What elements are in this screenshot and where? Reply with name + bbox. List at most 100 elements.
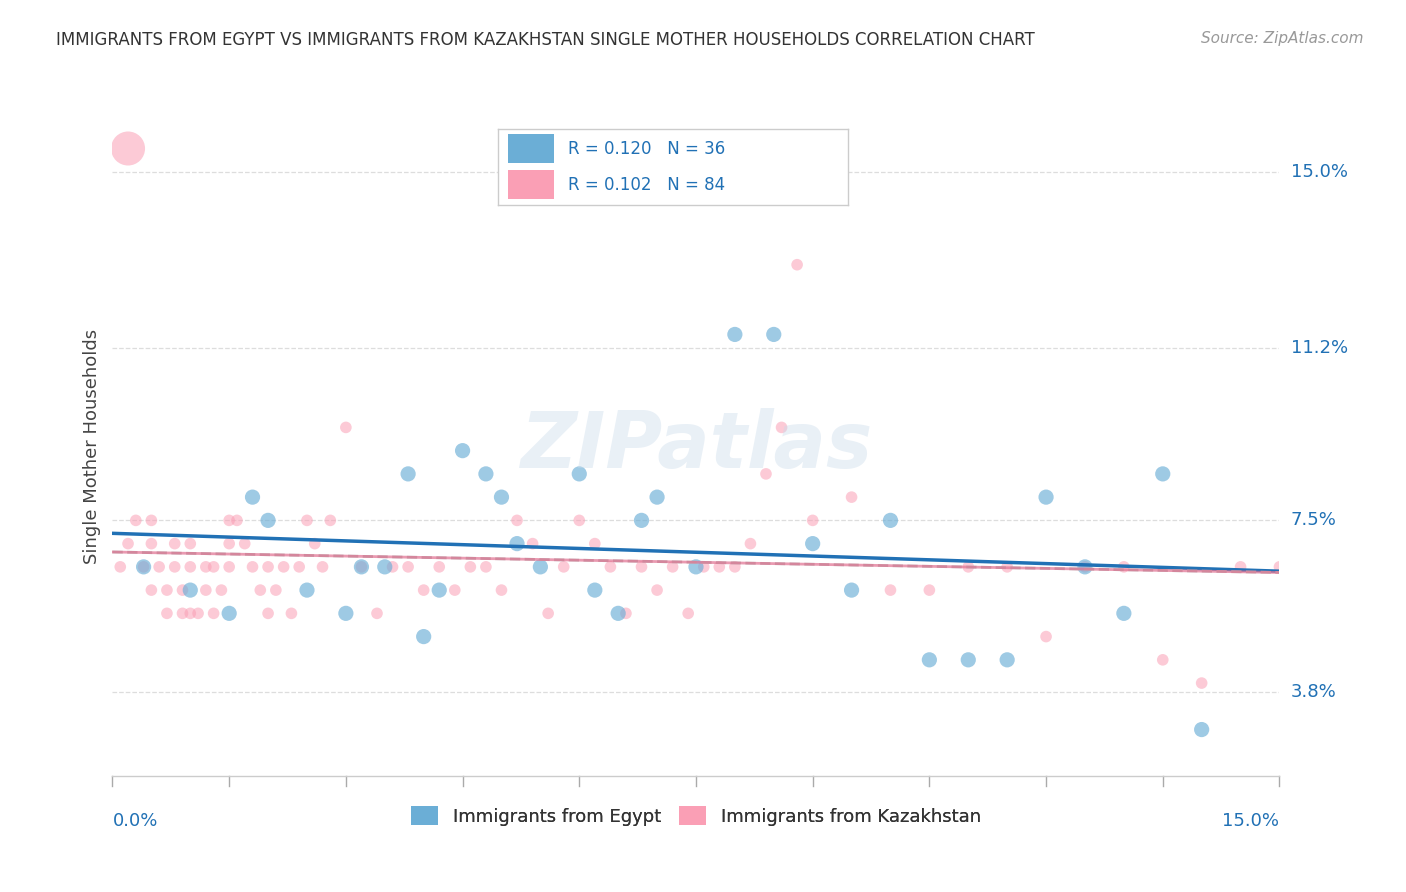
Point: [381, 559, 404, 574]
Point: [427, 583, 450, 598]
Point: [630, 513, 652, 527]
Point: [568, 513, 591, 527]
Point: [957, 559, 980, 574]
Point: [141, 513, 163, 527]
Point: [841, 490, 863, 504]
Point: [280, 607, 302, 621]
Text: 15.0%: 15.0%: [1222, 813, 1279, 830]
Point: [645, 583, 668, 598]
Point: [607, 607, 630, 621]
Point: [1268, 559, 1291, 574]
Point: [242, 559, 264, 574]
Point: [110, 559, 132, 574]
Point: [396, 559, 419, 574]
Point: [257, 607, 280, 621]
Point: [583, 536, 606, 550]
Point: [179, 559, 201, 574]
Point: [249, 583, 271, 598]
Point: [218, 559, 240, 574]
Point: [179, 536, 201, 550]
Point: [1074, 559, 1097, 574]
Point: [179, 607, 201, 621]
Point: [1112, 559, 1135, 574]
Point: [957, 653, 980, 667]
Point: [218, 536, 240, 550]
Point: [125, 513, 148, 527]
Point: [1112, 607, 1135, 621]
Text: 0.0%: 0.0%: [112, 813, 157, 830]
Point: [366, 607, 388, 621]
Point: [841, 583, 863, 598]
Point: [709, 559, 731, 574]
Text: 7.5%: 7.5%: [1291, 511, 1337, 529]
Point: [460, 559, 482, 574]
Legend: Immigrants from Egypt, Immigrants from Kazakhstan: Immigrants from Egypt, Immigrants from K…: [404, 799, 988, 833]
Point: [443, 583, 465, 598]
Point: [995, 653, 1018, 667]
Point: [630, 559, 652, 574]
Point: [918, 583, 941, 598]
Point: [226, 513, 249, 527]
Point: [374, 559, 396, 574]
Point: [1229, 559, 1251, 574]
Y-axis label: Single Mother Households: Single Mother Households: [83, 328, 101, 564]
Text: 3.8%: 3.8%: [1291, 683, 1336, 701]
Point: [537, 607, 560, 621]
Point: [1191, 676, 1213, 690]
Point: [335, 607, 357, 621]
Point: [553, 559, 575, 574]
Point: [762, 327, 785, 342]
Point: [412, 583, 434, 598]
Point: [685, 559, 707, 574]
Point: [172, 607, 194, 621]
Point: [451, 443, 474, 458]
Point: [1152, 467, 1174, 481]
Point: [209, 583, 232, 598]
Point: [1035, 630, 1057, 644]
Point: [529, 559, 551, 574]
Point: [1035, 490, 1057, 504]
Point: [202, 559, 225, 574]
Point: [304, 536, 326, 550]
Point: [583, 583, 606, 598]
Point: [194, 559, 217, 574]
Point: [288, 559, 311, 574]
Point: [117, 141, 139, 155]
Point: [1152, 653, 1174, 667]
Point: [295, 513, 318, 527]
Point: [801, 536, 824, 550]
Point: [163, 536, 186, 550]
Point: [311, 559, 333, 574]
Point: [257, 559, 280, 574]
Text: IMMIGRANTS FROM EGYPT VS IMMIGRANTS FROM KAZAKHSTAN SINGLE MOTHER HOUSEHOLDS COR: IMMIGRANTS FROM EGYPT VS IMMIGRANTS FROM…: [56, 31, 1035, 49]
Point: [242, 490, 264, 504]
Point: [218, 607, 240, 621]
Point: [740, 536, 762, 550]
Point: [506, 513, 529, 527]
Point: [506, 536, 529, 550]
Point: [412, 630, 434, 644]
Point: [350, 559, 373, 574]
Point: [148, 559, 170, 574]
Point: [218, 513, 240, 527]
Point: [724, 559, 747, 574]
Point: [295, 583, 318, 598]
Point: [117, 536, 139, 550]
Point: [995, 559, 1018, 574]
Point: [132, 559, 155, 574]
Point: [475, 467, 498, 481]
Point: [879, 513, 901, 527]
Point: [132, 559, 155, 574]
Point: [475, 559, 498, 574]
Point: [491, 583, 513, 598]
Point: [172, 583, 194, 598]
Point: [568, 467, 591, 481]
Point: [491, 490, 513, 504]
Point: [257, 513, 280, 527]
Point: [163, 559, 186, 574]
Text: 15.0%: 15.0%: [1291, 162, 1347, 181]
Point: [335, 420, 357, 434]
Point: [194, 583, 217, 598]
Point: [786, 258, 808, 272]
Point: [614, 607, 637, 621]
